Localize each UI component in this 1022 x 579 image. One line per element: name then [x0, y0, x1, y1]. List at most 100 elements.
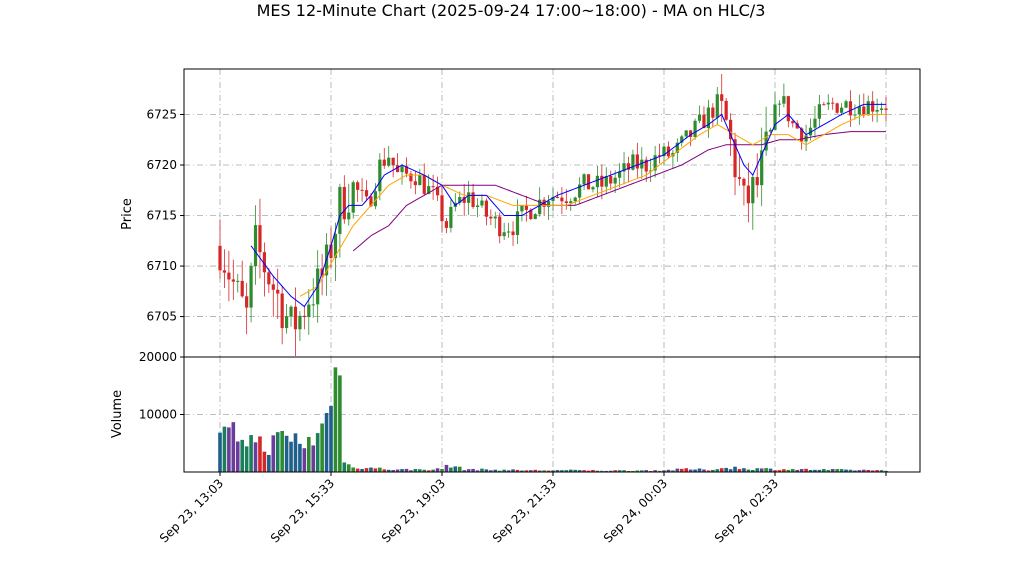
volume-bar	[400, 469, 404, 472]
x-ticks: Sep 23, 13:03 Sep 23, 15:33 Sep 23, 19:03 S…	[157, 472, 887, 545]
volume-bar	[307, 437, 311, 472]
volume-bar	[462, 470, 466, 472]
volume-bar	[697, 468, 702, 472]
volume-bar	[480, 468, 484, 472]
volume-bar	[786, 469, 791, 472]
volume-bar	[613, 470, 617, 472]
volume-bar	[284, 435, 289, 472]
candle	[693, 118, 697, 140]
candle	[755, 153, 759, 198]
candle	[245, 282, 249, 335]
volume-bar	[520, 470, 524, 472]
volume-bar	[240, 439, 244, 472]
candle	[604, 167, 608, 195]
volume-bar	[577, 470, 582, 472]
price-ytick-label: 6715	[146, 209, 177, 223]
candle	[298, 311, 302, 341]
volume-bar	[386, 469, 391, 472]
candle	[675, 138, 679, 162]
volume-bar	[249, 435, 253, 472]
volume-bar	[684, 468, 688, 472]
candle	[347, 183, 351, 226]
candle	[862, 93, 866, 118]
candle	[253, 205, 258, 285]
candle	[786, 95, 790, 128]
candle	[737, 153, 742, 186]
candle	[271, 275, 275, 317]
candle	[817, 94, 821, 127]
candle	[360, 178, 364, 202]
volume-bar	[444, 464, 449, 472]
candle	[618, 163, 622, 188]
volume-bar	[351, 467, 355, 472]
volume-bar	[822, 469, 826, 472]
volume-bar	[582, 470, 586, 472]
candle	[622, 152, 626, 185]
candle	[475, 198, 480, 218]
volume-bar	[715, 469, 720, 472]
candle	[444, 218, 449, 234]
candle	[844, 99, 848, 109]
volume-bar	[253, 442, 258, 472]
volume-bar	[524, 470, 529, 472]
candle	[582, 173, 586, 190]
candle	[635, 142, 639, 178]
volume-bar	[222, 426, 227, 472]
volume-bar	[449, 467, 453, 472]
volume-bar	[870, 470, 875, 472]
volume-bar	[484, 469, 489, 472]
candle	[467, 180, 471, 215]
volume-bar	[293, 433, 298, 472]
price-ytick-label: 6705	[146, 310, 177, 324]
price-ytick-label: 6710	[146, 259, 177, 273]
volume-bar	[311, 445, 316, 472]
volume-bar	[418, 469, 422, 472]
candle	[742, 177, 746, 206]
volume-bar	[395, 469, 400, 472]
volume-bar	[360, 469, 364, 472]
volume-bar	[555, 470, 560, 472]
candle	[307, 289, 311, 335]
volume-bar	[560, 470, 564, 472]
volume-bar	[640, 470, 644, 472]
volume-bar	[755, 468, 760, 472]
volume-bar	[635, 470, 640, 472]
volume-bar	[617, 470, 622, 472]
volume-bar	[879, 470, 884, 472]
volume-bar	[884, 470, 888, 472]
candle	[289, 305, 293, 327]
candle	[364, 180, 369, 200]
candle	[222, 249, 227, 289]
candle	[573, 196, 577, 205]
volume-bar	[764, 468, 768, 472]
candle	[440, 185, 444, 233]
volume-bar	[533, 469, 538, 472]
volume-bar	[378, 467, 382, 472]
ma-mid-line	[299, 113, 886, 297]
volume-bar	[475, 470, 480, 472]
candle	[387, 145, 391, 168]
x-tick-label: Sep 23, 13:03	[157, 476, 226, 545]
volume-bar	[227, 427, 231, 472]
volume-bar	[657, 470, 662, 472]
candle	[285, 303, 289, 334]
volume-bar	[591, 469, 595, 472]
volume-bar	[338, 375, 342, 472]
candle	[493, 211, 497, 229]
volume-bar	[529, 470, 533, 472]
candle	[751, 174, 755, 230]
volume-bar	[742, 468, 746, 472]
volume-bar	[768, 468, 773, 472]
candle	[449, 199, 453, 233]
volume-bar	[795, 469, 799, 472]
volume-bar	[382, 469, 387, 472]
volume-bar	[231, 422, 236, 472]
candle	[840, 103, 844, 116]
volume-bar	[489, 470, 493, 472]
volume-bar	[711, 469, 715, 472]
volume-bar	[262, 451, 267, 472]
volume-bar	[706, 470, 711, 472]
candle	[422, 163, 426, 196]
volume-bar	[320, 423, 324, 472]
